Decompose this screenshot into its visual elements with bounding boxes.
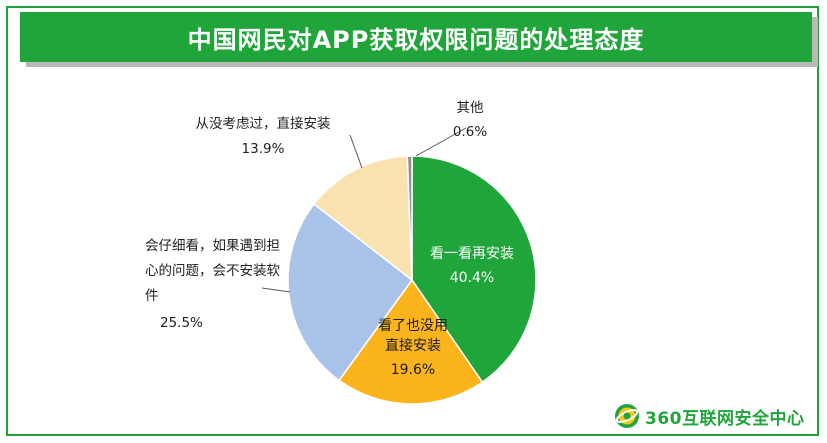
slice-label: 心的问题，会不安装软 xyxy=(145,263,280,279)
leader-line xyxy=(415,127,467,157)
slice-label: 直接安装 xyxy=(385,337,441,354)
brand-logo: 360互联网安全中心 xyxy=(614,403,805,429)
slice-label: 从没考虑过，直接安装 xyxy=(196,115,331,132)
leader-line xyxy=(349,134,363,169)
slice-label: 看一看再安装 xyxy=(430,246,514,262)
leader-line xyxy=(261,287,291,293)
slice-label: 看了也没用 xyxy=(378,318,448,334)
slice-label: 会仔细看，如果遇到担 xyxy=(145,238,280,254)
360-logo-icon xyxy=(615,404,639,428)
slice-value-label: 25.5% xyxy=(160,315,203,331)
pie-slice xyxy=(338,278,484,405)
slice-value-label: 40.4% xyxy=(450,270,494,286)
slice-value-label: 13.9% xyxy=(242,141,285,157)
pie-slice xyxy=(411,155,537,384)
pie-slice xyxy=(312,155,413,282)
slice-label: 件 xyxy=(145,288,159,304)
slice-value-label: 0.6% xyxy=(453,124,487,140)
slice-label: 其他 xyxy=(457,100,484,116)
slice-value-label: 19.6% xyxy=(391,362,435,378)
pie-slice xyxy=(287,202,414,382)
pie-slice xyxy=(406,155,413,281)
logo-text: 360互联网安全中心 xyxy=(645,408,805,429)
chart-title: 中国网民对APP获取权限问题的处理态度 xyxy=(20,12,812,62)
